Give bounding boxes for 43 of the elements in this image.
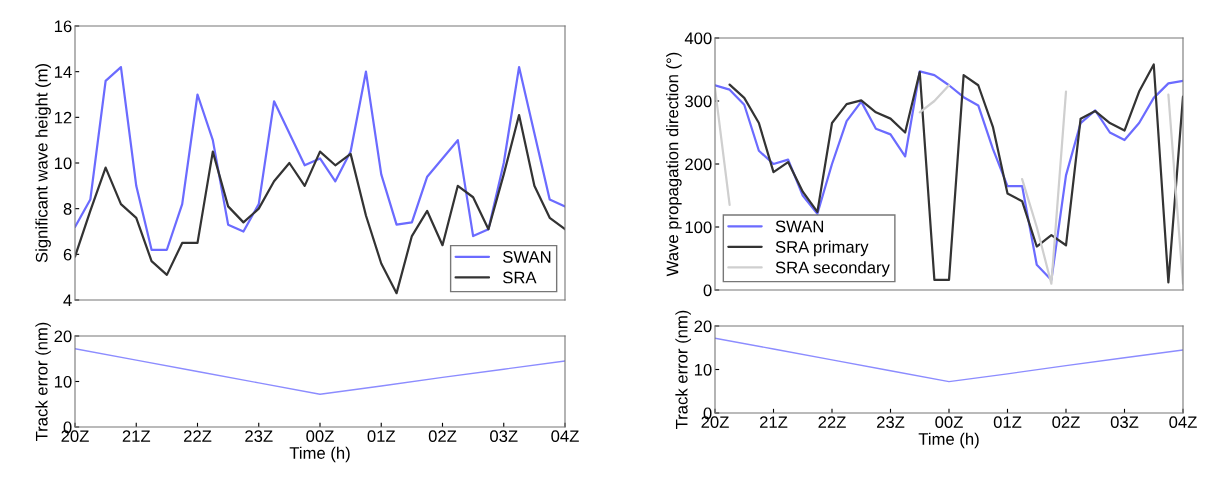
x-tick-label: 04Z <box>1169 416 1197 429</box>
legend-label: SRA <box>503 271 537 284</box>
y-axis-title: Track error (nm) <box>35 322 51 441</box>
x-tick-label: 22Z <box>818 416 846 428</box>
x-tick-label: 23Z <box>876 416 905 429</box>
y-axis-title: Significant wave height (m) <box>35 63 51 263</box>
x-tick-label: 22Z <box>183 430 212 442</box>
legend-label: SRA secondary <box>775 261 890 277</box>
x-tick-label: 01Z <box>367 430 396 443</box>
y-tick-label: 8 <box>63 203 72 215</box>
y-tick-label: 200 <box>685 158 712 171</box>
y-axis-title: Track error (nm) <box>675 310 691 429</box>
y-tick-label: 12 <box>54 111 72 124</box>
legend-label: SWAN <box>503 251 551 263</box>
y-tick-label: 20 <box>54 330 72 343</box>
y-tick-label: 10 <box>54 375 72 388</box>
y-tick-label: 4 <box>63 294 72 307</box>
x-axis-title: Time (h) <box>289 446 350 463</box>
x-tick-label: 03Z <box>1110 416 1139 429</box>
y-tick-label: 20 <box>694 320 712 333</box>
y-tick-label: 400 <box>684 32 712 45</box>
y-axis-title: Wave propagation direction (°) <box>666 52 682 277</box>
x-tick-label: 02Z <box>1052 416 1080 429</box>
x-tick-label: 00Z <box>306 430 334 443</box>
y-tick-label: 6 <box>63 248 72 261</box>
y-tick-label: 16 <box>54 20 72 33</box>
x-tick-label: 00Z <box>935 416 963 429</box>
x-tick-label: 01Z <box>993 416 1022 429</box>
y-tick-label: 10 <box>694 363 712 376</box>
y-tick-label: 300 <box>685 95 712 108</box>
x-tick-label: 04Z <box>551 430 579 443</box>
legend-label: SRA primary <box>775 240 869 257</box>
y-tick-label: 100 <box>685 221 712 234</box>
y-tick-label: 14 <box>54 66 72 78</box>
x-tick-label: 02Z <box>428 430 457 443</box>
legend-label: SWAN <box>775 220 824 233</box>
x-tick-label: 21Z <box>759 416 788 428</box>
y-tick-label: 0 <box>703 284 712 297</box>
x-tick-label: 21Z <box>122 430 151 442</box>
x-axis-title: Time (h) <box>918 432 979 449</box>
x-tick-label: 23Z <box>245 430 273 443</box>
y-tick-label: 10 <box>54 157 72 170</box>
x-tick-label: 03Z <box>490 430 518 443</box>
